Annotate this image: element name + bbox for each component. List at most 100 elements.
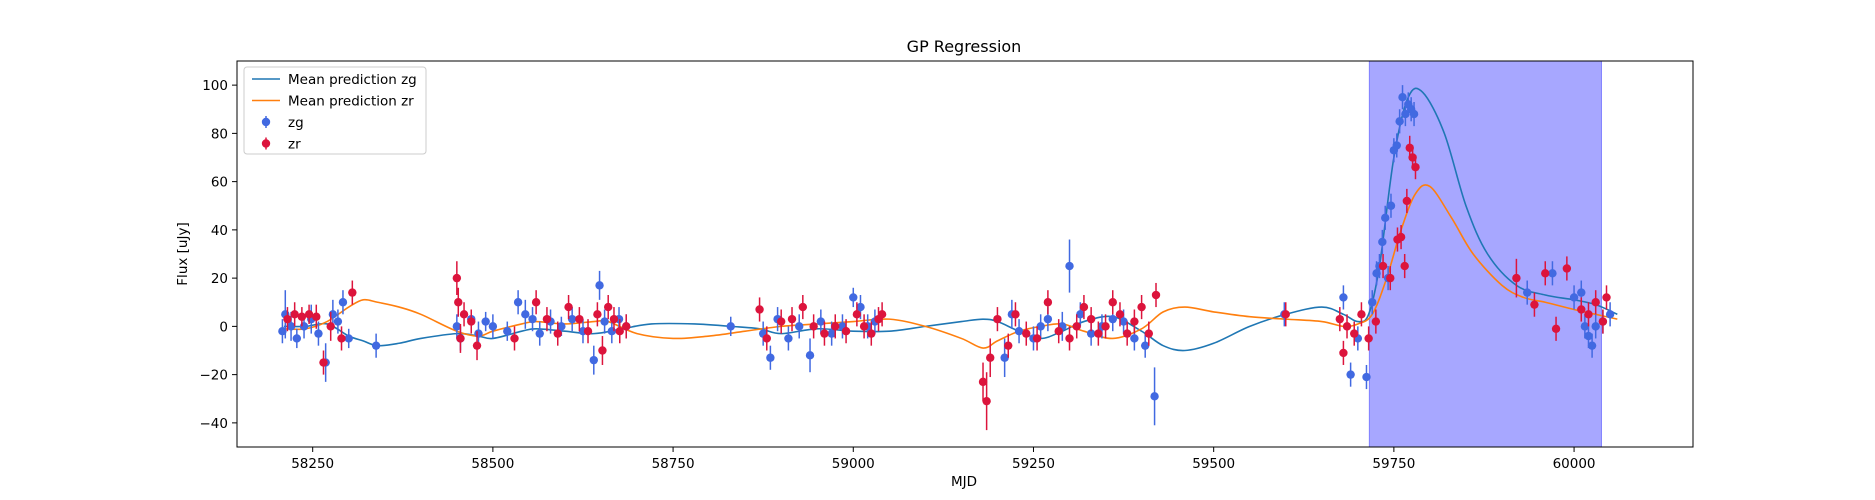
data-point	[841, 327, 851, 336]
data-point	[472, 341, 482, 350]
data-point	[456, 334, 465, 343]
data-point	[1400, 261, 1409, 271]
data-point	[304, 310, 314, 319]
data-point	[1079, 302, 1089, 312]
data-point	[344, 334, 353, 343]
data-point	[278, 327, 287, 336]
data-point	[503, 327, 512, 336]
legend: Mean prediction zg Mean prediction zr zg zr	[243, 66, 427, 155]
data-point	[535, 329, 544, 338]
data-point	[1598, 317, 1608, 326]
data-point	[1032, 334, 1042, 343]
data-point	[1395, 117, 1404, 126]
data-point	[1094, 329, 1103, 338]
data-point	[1350, 329, 1359, 338]
data-point	[348, 288, 357, 297]
highlight-region	[1368, 60, 1602, 448]
chart-title: GP Regression	[907, 37, 1022, 56]
data-points-layer	[278, 85, 1615, 431]
y-axis: −40 −20 0 20 40 60 80 100	[200, 78, 237, 432]
data-point	[762, 334, 771, 343]
x-axis-label: MJD	[951, 474, 977, 490]
data-point	[1405, 143, 1414, 153]
data-point	[598, 346, 607, 355]
data-point	[805, 351, 815, 360]
data-point	[1065, 261, 1074, 271]
data-point	[1108, 298, 1117, 307]
data-point	[474, 329, 483, 338]
x-tick-label: 58750	[652, 456, 695, 472]
data-point	[595, 281, 604, 290]
x-tick-label: 58500	[471, 456, 514, 472]
data-point	[1378, 261, 1388, 271]
data-point	[1587, 341, 1597, 350]
data-point	[1140, 341, 1150, 350]
y-tick-label: 80	[211, 126, 228, 142]
data-point	[488, 322, 498, 331]
legend-label: Mean prediction zr	[288, 94, 414, 110]
data-point	[849, 293, 858, 302]
data-point	[333, 317, 343, 326]
data-point	[1362, 372, 1371, 382]
data-point	[1115, 310, 1125, 319]
data-point	[1036, 322, 1045, 331]
data-point	[328, 310, 338, 319]
data-point	[1014, 327, 1024, 336]
data-point	[290, 310, 299, 319]
data-point	[1346, 370, 1355, 379]
data-point	[513, 298, 523, 307]
y-tick-label: 40	[211, 223, 228, 239]
data-point	[809, 322, 818, 331]
data-point	[467, 317, 476, 326]
data-point	[564, 302, 573, 312]
data-point	[1086, 314, 1096, 324]
data-point	[1372, 269, 1381, 278]
data-point	[1022, 329, 1031, 338]
x-tick-label: 58250	[291, 456, 334, 472]
x-tick-label: 59000	[832, 456, 875, 472]
data-point	[1339, 293, 1348, 302]
data-point	[1605, 310, 1615, 319]
data-point	[877, 310, 887, 319]
data-point	[622, 322, 631, 331]
data-point	[589, 355, 598, 365]
legend-box	[243, 66, 427, 155]
highlight-region-layer	[1368, 60, 1602, 448]
data-point	[1076, 310, 1085, 319]
data-point	[859, 322, 869, 331]
data-point	[776, 317, 786, 326]
data-point	[978, 377, 988, 387]
data-point	[283, 314, 292, 324]
data-point	[1043, 298, 1053, 307]
data-point	[1339, 348, 1348, 358]
data-point	[286, 322, 296, 331]
data-point	[784, 334, 793, 343]
legend-label: zg	[288, 115, 304, 131]
y-tick-label: 20	[211, 271, 228, 287]
data-point	[510, 334, 519, 343]
data-point	[1584, 331, 1593, 341]
data-point	[583, 327, 593, 336]
data-point	[1101, 322, 1110, 331]
data-point	[553, 329, 562, 338]
data-point	[1086, 329, 1096, 338]
data-point	[982, 396, 991, 406]
y-tick-label: 0	[219, 319, 228, 335]
data-point	[1409, 109, 1419, 119]
data-point	[531, 298, 541, 307]
data-point	[454, 298, 463, 307]
data-point	[1411, 162, 1420, 172]
data-point	[1368, 298, 1377, 307]
data-point	[1043, 314, 1053, 324]
data-point	[292, 334, 302, 343]
data-point	[1119, 317, 1128, 326]
data-point	[831, 322, 840, 331]
data-point	[1151, 290, 1161, 300]
data-point	[1137, 302, 1146, 312]
data-point	[1569, 293, 1579, 302]
data-point	[787, 314, 797, 324]
plot-area	[236, 60, 1694, 448]
data-point	[1512, 273, 1521, 283]
data-point	[816, 317, 826, 326]
